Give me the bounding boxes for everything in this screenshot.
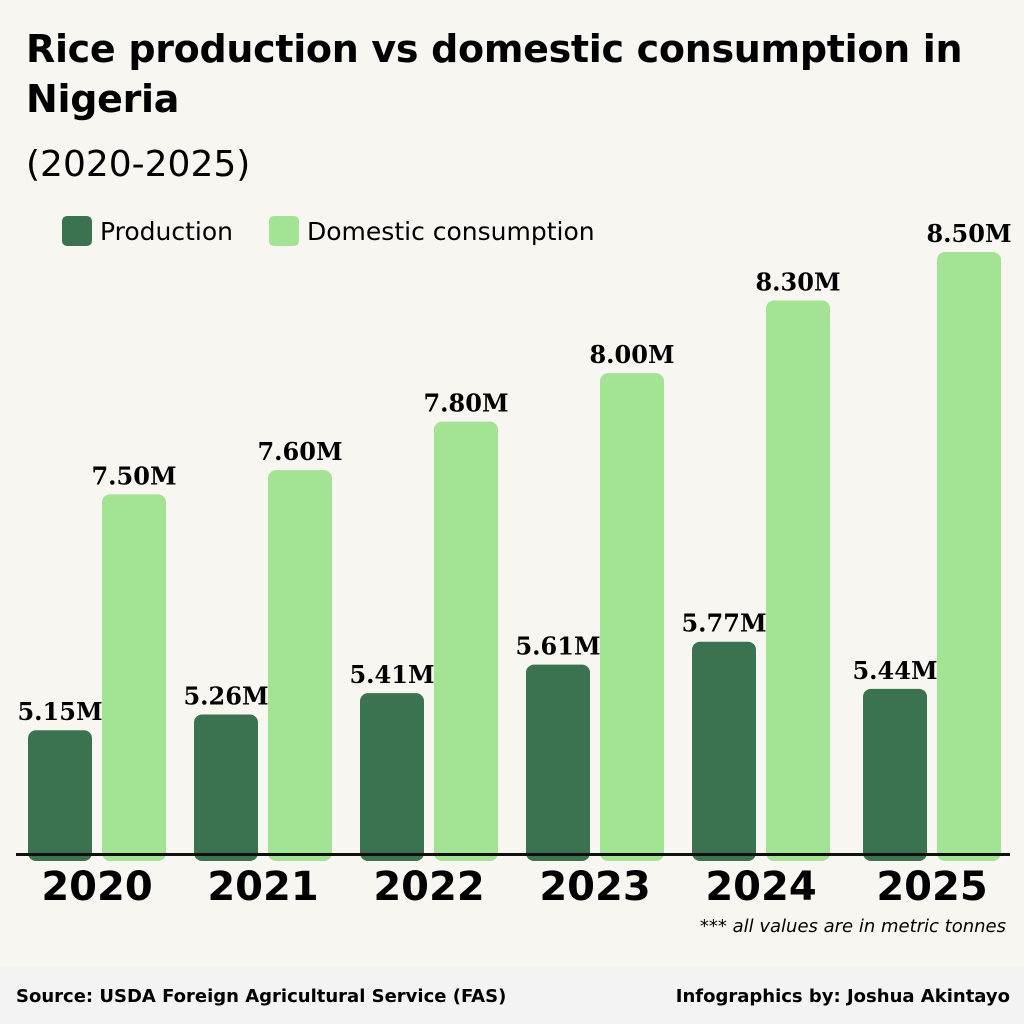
legend: Production Domestic consumption xyxy=(62,216,595,246)
legend-swatch-consumption xyxy=(269,216,300,246)
bar-production-2024 xyxy=(692,641,756,861)
legend-item-consumption: Domestic consumption xyxy=(269,216,595,246)
bar-consumption-2022 xyxy=(434,421,498,861)
bar-consumption-2024 xyxy=(766,300,830,861)
data-label: 8.30M xyxy=(755,267,840,296)
footer: Source: USDA Foreign Agricultural Servic… xyxy=(0,966,1024,1024)
data-label: 5.26M xyxy=(183,682,268,711)
bar-production-2022 xyxy=(360,693,424,861)
data-label: 7.60M xyxy=(257,437,342,466)
data-label: 7.50M xyxy=(91,461,176,490)
legend-item-production: Production xyxy=(62,216,233,246)
credit-text: Infographics by: Joshua Akintayo xyxy=(675,986,1010,1007)
data-label: 8.50M xyxy=(926,219,1011,248)
x-tick-label: 2021 xyxy=(207,864,318,910)
data-label: 8.00M xyxy=(589,340,674,369)
bar-consumption-2023 xyxy=(600,373,664,861)
data-label: 5.77M xyxy=(681,609,766,638)
x-tick-label: 2024 xyxy=(705,864,816,910)
bar-production-2025 xyxy=(863,688,927,861)
legend-swatch-production xyxy=(62,216,92,246)
x-tick-label: 2020 xyxy=(41,864,152,910)
chart-title: Rice production vs domestic consumption … xyxy=(26,27,963,121)
bar-consumption-2021 xyxy=(268,470,332,861)
bar-production-2020 xyxy=(28,730,92,861)
bar-production-2021 xyxy=(194,714,258,861)
bar-consumption-2025 xyxy=(937,252,1001,861)
x-tick-label: 2025 xyxy=(876,864,987,910)
data-label: 5.41M xyxy=(349,660,434,689)
data-label: 7.80M xyxy=(423,389,508,418)
data-label: 5.61M xyxy=(515,632,600,661)
data-label: 5.15M xyxy=(17,697,102,726)
bar-production-2023 xyxy=(526,664,590,861)
x-tick-label: 2022 xyxy=(373,864,484,910)
x-tick-label: 2023 xyxy=(539,864,650,910)
source-text: Source: USDA Foreign Agricultural Servic… xyxy=(16,986,507,1007)
legend-label: Production xyxy=(100,216,234,246)
chart-subtitle: (2020-2025) xyxy=(26,144,251,185)
units-note: *** all values are in metric tonnes xyxy=(699,916,1006,937)
legend-label: Domestic consumption xyxy=(307,216,595,246)
data-label: 5.44M xyxy=(852,656,937,685)
bar-consumption-2020 xyxy=(102,494,166,861)
x-axis-line xyxy=(16,853,1010,856)
